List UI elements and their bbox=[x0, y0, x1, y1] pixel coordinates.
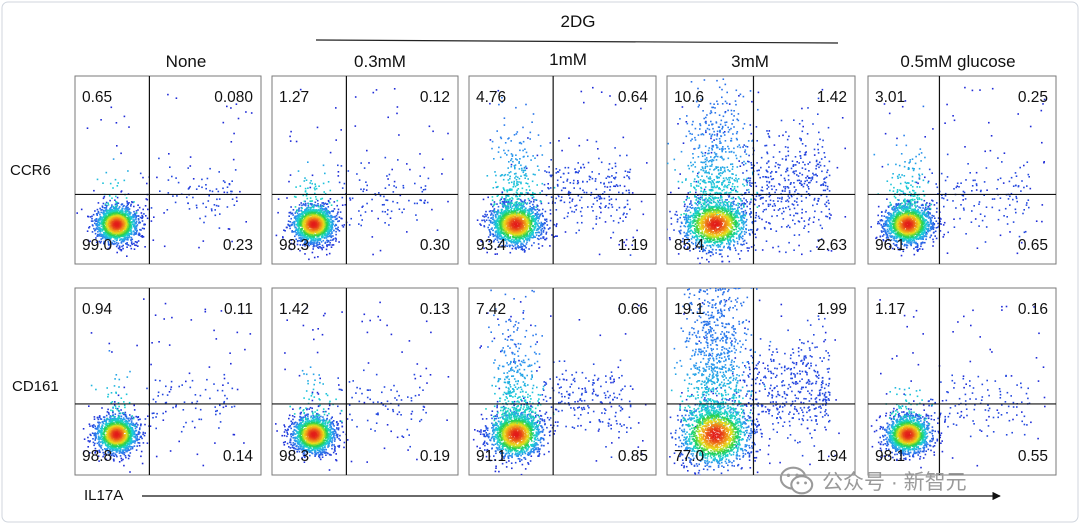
panel-cd161-0-3mm: 1.42 0.13 98.3 0.19 bbox=[271, 287, 459, 476]
row-label-ccr6: CCR6 bbox=[10, 162, 51, 179]
quadrant-label-top-left: 3.01 bbox=[875, 89, 905, 106]
quadrant-label-top-right: 0.13 bbox=[420, 301, 450, 318]
panel-ccr6-0-5mm-glucose: 3.01 0.25 96.1 0.65 bbox=[867, 75, 1057, 265]
density-dots bbox=[472, 289, 647, 475]
wechat-icon bbox=[779, 466, 814, 495]
group-label-2dg: 2DG bbox=[548, 12, 608, 32]
quadrant-label-top-right: 0.080 bbox=[214, 89, 253, 106]
density-dots bbox=[275, 88, 449, 261]
quadrant-label-top-right: 0.25 bbox=[1018, 89, 1048, 106]
panel-ccr6-none: 0.65 0.080 99.0 0.23 bbox=[74, 75, 262, 265]
panel-cd161-none: 0.94 0.11 98.8 0.14 bbox=[74, 287, 262, 476]
row-label-cd161: CD161 bbox=[12, 378, 59, 395]
quadrant-label-top-left: 19.1 bbox=[674, 301, 704, 318]
density-dots bbox=[669, 288, 840, 475]
column-header-glucose: 0.5mM glucose bbox=[868, 52, 1048, 72]
quadrant-label-bottom-left: 99.0 bbox=[82, 237, 113, 254]
quadrant-label-top-left: 0.94 bbox=[82, 301, 113, 318]
panel-cd161-3mm: 19.1 1.99 77.0 1.94 bbox=[666, 287, 856, 476]
quadrant-label-top-right: 0.16 bbox=[1018, 301, 1048, 318]
quadrant-label-bottom-right: 0.65 bbox=[1018, 237, 1048, 254]
quadrant-label-bottom-right: 0.55 bbox=[1018, 448, 1048, 465]
quadrant-label-top-left: 10.6 bbox=[674, 89, 704, 106]
quadrant-label-bottom-right: 0.19 bbox=[420, 448, 450, 465]
density-dots bbox=[275, 301, 450, 471]
density-dots bbox=[76, 93, 253, 257]
quadrant-label-top-left: 1.42 bbox=[279, 301, 309, 318]
quadrant-label-bottom-left: 96.1 bbox=[875, 237, 905, 254]
column-header-3mm: 3mM bbox=[690, 52, 810, 72]
x-axis-label: IL17A bbox=[84, 487, 123, 504]
quadrant-label-bottom-left: 85.4 bbox=[674, 237, 705, 254]
quadrant-label-top-right: 0.11 bbox=[224, 301, 253, 318]
quadrant-label-bottom-left: 93.4 bbox=[476, 237, 507, 254]
quadrant-label-top-right: 1.99 bbox=[817, 301, 847, 318]
quadrant-label-top-left: 0.65 bbox=[82, 89, 112, 106]
quadrant-label-top-left: 1.17 bbox=[875, 301, 905, 318]
panel-cd161-0-5mm-glucose: 1.17 0.16 98.1 0.55 bbox=[867, 287, 1057, 476]
quadrant-label-top-left: 1.27 bbox=[279, 89, 309, 106]
column-header-none: None bbox=[136, 52, 236, 72]
density-dots bbox=[667, 78, 847, 264]
quadrant-label-bottom-left: 91.1 bbox=[476, 448, 506, 465]
quadrant-label-top-right: 0.64 bbox=[618, 89, 649, 106]
group-bracket-line bbox=[315, 39, 839, 44]
quadrant-label-bottom-right: 0.85 bbox=[618, 448, 648, 465]
quadrant-label-bottom-left: 98.1 bbox=[875, 448, 905, 465]
quadrant-label-bottom-right: 0.30 bbox=[420, 237, 451, 254]
quadrant-label-bottom-left: 98.3 bbox=[279, 448, 309, 465]
watermark: 公众号 · 新智元 bbox=[778, 462, 967, 500]
panel-cd161-1mm: 7.42 0.66 91.1 0.85 bbox=[468, 287, 657, 476]
quadrant-label-bottom-right: 2.63 bbox=[817, 237, 847, 254]
quadrant-label-bottom-right: 1.19 bbox=[618, 237, 648, 254]
quadrant-label-top-right: 0.66 bbox=[618, 301, 648, 318]
column-header-1mm: 1mM bbox=[508, 50, 628, 70]
density-dots bbox=[82, 298, 252, 473]
panel-grid: 0.65 0.080 99.0 0.23 1.27 0.12 98.3 0.30 4.76 0.6… bbox=[74, 75, 1057, 476]
quadrant-label-bottom-left: 77.0 bbox=[674, 448, 705, 465]
quadrant-label-top-right: 0.12 bbox=[420, 89, 450, 106]
quadrant-label-top-right: 1.42 bbox=[817, 89, 847, 106]
quadrant-label-bottom-left: 98.3 bbox=[279, 237, 309, 254]
quadrant-label-top-left: 4.76 bbox=[476, 89, 506, 106]
density-dots bbox=[870, 86, 1046, 257]
quadrant-label-bottom-right: 1.94 bbox=[817, 448, 848, 465]
panel-ccr6-1mm: 4.76 0.64 93.4 1.19 bbox=[468, 75, 657, 265]
panel-ccr6-3mm: 10.6 1.42 85.4 2.63 bbox=[666, 75, 856, 265]
panel-ccr6-0-3mm: 1.27 0.12 98.3 0.30 bbox=[271, 75, 459, 265]
quadrant-label-top-left: 7.42 bbox=[476, 301, 506, 318]
quadrant-label-bottom-right: 0.14 bbox=[223, 448, 254, 465]
density-dots bbox=[476, 86, 648, 256]
quadrant-label-bottom-right: 0.23 bbox=[223, 237, 253, 254]
quadrant-label-bottom-left: 98.8 bbox=[82, 448, 112, 465]
density-dots bbox=[870, 299, 1046, 469]
watermark-text: 公众号 · 新智元 bbox=[822, 466, 967, 496]
column-header-0-3mm: 0.3mM bbox=[320, 52, 440, 72]
